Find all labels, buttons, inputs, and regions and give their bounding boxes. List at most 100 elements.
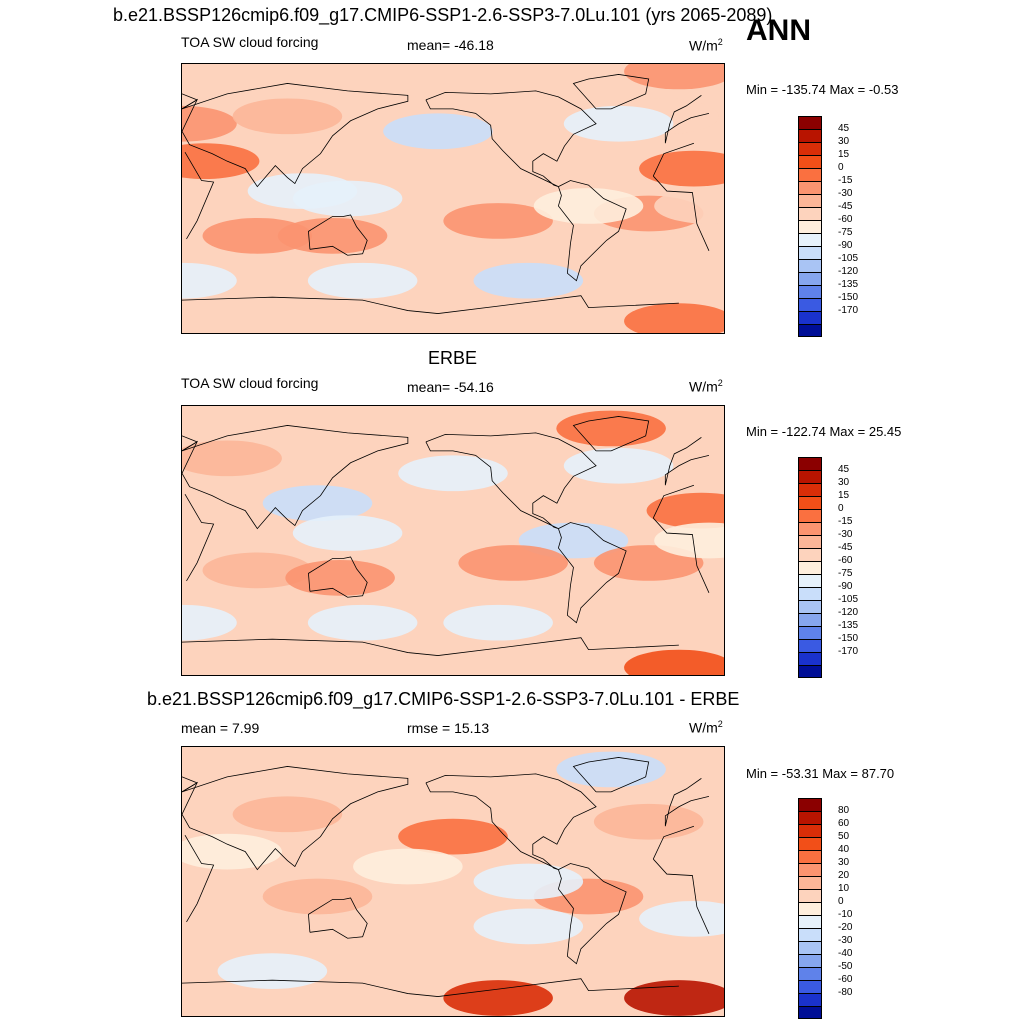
colorbar-label: 50 (838, 831, 850, 842)
coastline (182, 83, 409, 188)
panel1-colorbar: 45 30 15 0 -15 -30 -45 -60 -75 -90 -105 -120 -135 -15… (798, 116, 858, 337)
panel3-units: W/m2 (689, 719, 723, 736)
coastline (557, 863, 627, 965)
field-region (563, 105, 674, 142)
colorbar-label: 45 (838, 123, 850, 134)
colorbar-label: -120 (838, 266, 859, 277)
colorbar-box (798, 798, 822, 811)
field-region (646, 492, 724, 529)
colorbar-label: 30 (838, 857, 850, 868)
colorbar-box (798, 129, 822, 142)
colorbar-box (798, 220, 822, 233)
colorbar-box (798, 496, 822, 509)
field-region (182, 105, 237, 142)
colorbar-box (798, 207, 822, 220)
colorbar-box (798, 509, 822, 522)
colorbar-box (798, 850, 822, 863)
colorbar-label: -50 (838, 961, 853, 972)
colorbar-label: -15 (838, 516, 853, 527)
field-region (182, 143, 260, 180)
field-region (593, 803, 704, 840)
colorbar-box (798, 116, 822, 129)
field-region (624, 980, 724, 1016)
field-region (232, 796, 343, 833)
field-region (458, 545, 568, 581)
field-region (182, 833, 282, 870)
field-region (398, 818, 508, 855)
colorbar-box (798, 324, 822, 337)
coastline (572, 74, 650, 110)
coastline (182, 766, 409, 871)
colorbar-box (798, 889, 822, 902)
colorbar-label: 30 (838, 136, 850, 147)
colorbar-box (798, 470, 822, 483)
colorbar-label: -45 (838, 542, 853, 553)
colorbar-box (798, 863, 822, 876)
colorbar-label: -10 (838, 909, 853, 920)
coastline (308, 556, 368, 598)
field-region (443, 604, 553, 641)
colorbar-label: 10 (838, 883, 850, 894)
field-region (277, 217, 388, 254)
colorbar-box (798, 272, 822, 285)
field-region (624, 303, 724, 333)
field-region (182, 440, 282, 477)
colorbar-label: -170 (838, 646, 859, 657)
colorbar-label: -45 (838, 201, 853, 212)
colorbar-label: -105 (838, 253, 859, 264)
colorbar-label: -60 (838, 974, 853, 985)
field-region (307, 262, 418, 299)
colorbar-label: -150 (838, 292, 859, 303)
colorbar-box (798, 837, 822, 850)
colorbar-label: 15 (838, 149, 850, 160)
coastline (557, 180, 627, 282)
panel2-mean-label: mean= -54.16 (407, 379, 494, 395)
colorbar-box (798, 626, 822, 639)
colorbar-label: -90 (838, 581, 853, 592)
colorbar-box (798, 600, 822, 613)
colorbar-label: -60 (838, 555, 853, 566)
panel2-variable-label: TOA SW cloud forcing (181, 375, 319, 391)
colorbar-box (798, 259, 822, 272)
colorbar-label: -30 (838, 188, 853, 199)
colorbar-box (798, 311, 822, 324)
coastline (572, 757, 650, 793)
colorbar-box (798, 155, 822, 168)
field-region (443, 203, 553, 239)
colorbar-box (798, 522, 822, 535)
colorbar-box (798, 928, 822, 941)
panel3-rmse-label: rmse = 15.13 (407, 720, 490, 736)
colorbar-label: -90 (838, 240, 853, 251)
panel1-mean-label: mean= -46.18 (407, 37, 494, 53)
field-region (182, 262, 237, 299)
field-region (398, 455, 508, 492)
colorbar-label: -20 (838, 922, 853, 933)
field-region (383, 113, 493, 150)
coastline (572, 416, 650, 452)
coastline (182, 295, 679, 314)
colorbar-box (798, 457, 822, 470)
colorbar-box (798, 941, 822, 954)
panel3-map (181, 746, 725, 1017)
panel2-map (181, 405, 725, 676)
colorbar-label: 0 (838, 896, 844, 907)
colorbar-box (798, 246, 822, 259)
field-region (285, 559, 395, 596)
coastline (184, 484, 710, 593)
field-region (639, 150, 724, 187)
coastline (425, 773, 597, 870)
field-region (262, 485, 373, 522)
colorbar-label: 30 (838, 477, 850, 488)
field-region (217, 953, 328, 990)
colorbar-box (798, 233, 822, 246)
colorbar-label: -80 (838, 987, 853, 998)
colorbar-label: -120 (838, 607, 859, 618)
colorbar-label: 0 (838, 162, 844, 173)
colorbar-label: -60 (838, 214, 853, 225)
panel3-minmax: Min = -53.31 Max = 87.70 (746, 766, 895, 781)
colorbar-box (798, 876, 822, 889)
colorbar-box (798, 194, 822, 207)
colorbar-box (798, 967, 822, 980)
field-region (624, 64, 724, 90)
panel2-title: ERBE (428, 348, 478, 368)
